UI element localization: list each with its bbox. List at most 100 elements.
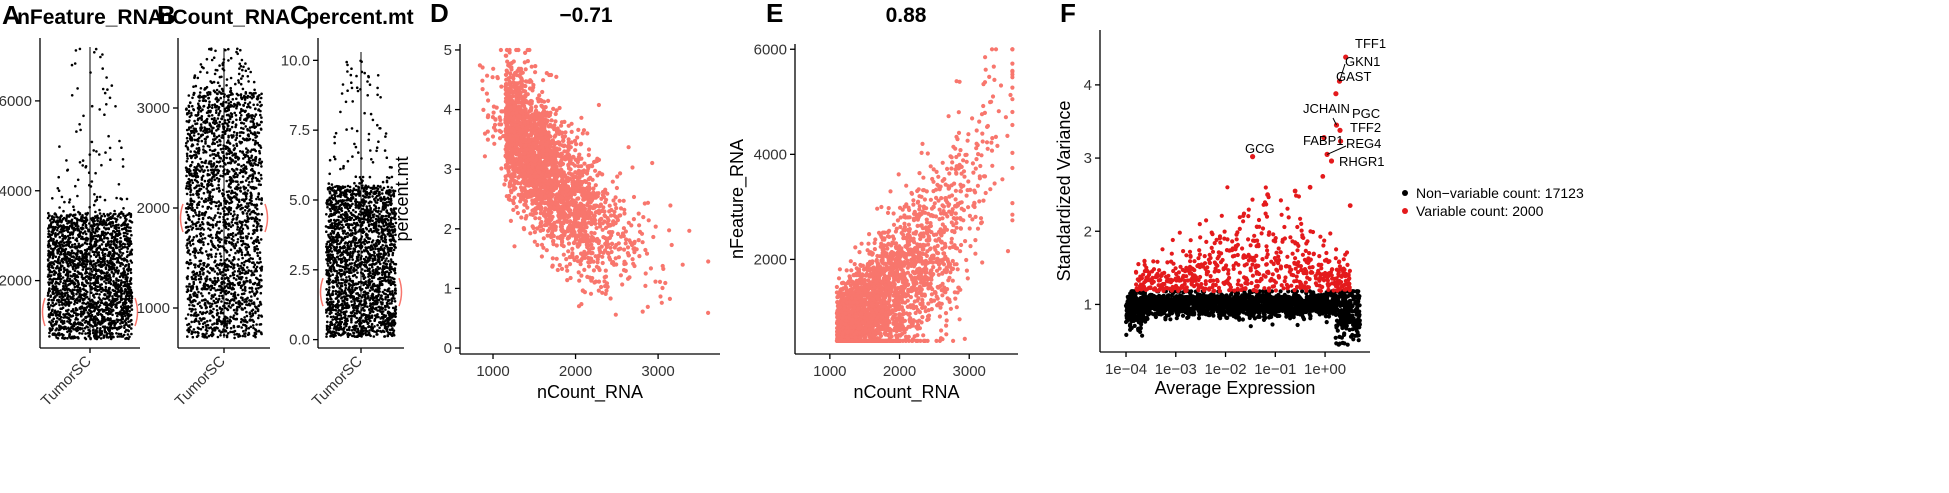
data-point xyxy=(55,327,58,330)
data-point xyxy=(112,281,116,285)
data-point xyxy=(105,227,109,230)
data-point xyxy=(84,263,87,267)
data-point xyxy=(212,307,215,311)
outlier-point xyxy=(247,80,250,83)
data-point xyxy=(59,315,63,319)
data-point xyxy=(216,319,219,323)
data-point xyxy=(82,302,86,305)
data-point xyxy=(243,285,247,289)
data-point xyxy=(248,129,252,132)
data-point xyxy=(190,111,193,115)
data-point xyxy=(130,299,133,303)
data-point xyxy=(191,285,195,289)
data-point xyxy=(197,193,200,196)
data-point xyxy=(111,327,114,330)
data-point xyxy=(236,269,240,273)
data-point xyxy=(210,114,214,117)
data-point xyxy=(51,278,55,281)
data-point xyxy=(258,149,261,153)
data-point xyxy=(83,248,87,252)
data-point xyxy=(210,255,213,259)
data-point xyxy=(128,310,131,313)
data-point xyxy=(238,272,242,276)
data-point xyxy=(190,204,194,207)
data-point xyxy=(128,253,131,257)
data-point xyxy=(52,218,56,222)
data-point xyxy=(241,298,244,302)
data-point xyxy=(193,186,196,190)
data-point xyxy=(62,244,66,247)
data-point xyxy=(237,300,240,304)
data-point xyxy=(82,221,86,225)
data-point xyxy=(188,173,192,177)
outlier-point xyxy=(199,63,203,66)
outlier-point xyxy=(241,68,244,72)
data-point xyxy=(112,213,116,216)
outlier-point xyxy=(98,195,102,199)
outlier-point xyxy=(120,146,123,149)
data-point xyxy=(235,97,238,101)
data-point xyxy=(70,326,73,329)
data-point xyxy=(119,236,122,240)
data-point xyxy=(104,319,107,322)
data-point xyxy=(109,232,112,236)
data-point xyxy=(66,337,69,340)
data-point xyxy=(106,332,109,335)
data-point xyxy=(250,97,254,100)
data-point xyxy=(260,314,263,318)
data-point xyxy=(217,207,220,211)
data-point xyxy=(229,208,232,212)
data-point xyxy=(122,301,125,305)
data-point xyxy=(250,199,253,203)
data-point xyxy=(86,326,89,329)
data-point xyxy=(247,327,251,330)
data-point xyxy=(103,275,107,279)
data-point xyxy=(253,239,256,243)
data-point xyxy=(190,208,194,212)
data-point xyxy=(47,268,51,272)
data-point xyxy=(113,289,117,293)
data-point xyxy=(46,216,50,220)
data-point xyxy=(129,320,132,323)
data-point xyxy=(208,104,211,108)
data-point xyxy=(255,204,259,207)
data-point xyxy=(212,118,216,122)
data-point xyxy=(90,217,93,220)
data-point xyxy=(209,278,212,282)
data-point xyxy=(207,227,210,230)
data-point xyxy=(256,178,259,181)
data-point xyxy=(243,209,247,212)
data-point xyxy=(232,130,236,134)
outlier-point xyxy=(205,71,209,74)
data-point xyxy=(259,260,262,264)
data-point xyxy=(201,325,205,329)
data-point xyxy=(242,163,246,167)
data-point xyxy=(185,192,189,196)
data-point xyxy=(242,122,246,125)
data-point xyxy=(191,129,195,133)
outlier-point xyxy=(58,206,61,209)
data-point xyxy=(201,222,205,226)
data-point xyxy=(238,150,242,153)
data-point xyxy=(84,284,88,288)
data-point xyxy=(193,266,197,269)
data-point xyxy=(100,283,103,286)
outlier-point xyxy=(92,149,95,152)
data-point xyxy=(71,288,75,292)
outlier-point xyxy=(229,89,233,93)
data-point xyxy=(96,269,100,273)
data-point xyxy=(186,148,190,151)
data-point xyxy=(216,288,220,292)
data-point xyxy=(120,289,124,293)
data-point xyxy=(254,113,258,116)
data-point xyxy=(116,258,119,262)
data-point xyxy=(209,288,212,292)
outlier-point xyxy=(218,64,221,67)
data-point xyxy=(195,288,199,291)
data-point xyxy=(96,312,99,315)
data-point xyxy=(190,154,194,158)
data-point xyxy=(61,239,64,242)
data-point xyxy=(191,277,194,281)
data-point xyxy=(189,296,193,299)
data-point xyxy=(65,327,68,331)
